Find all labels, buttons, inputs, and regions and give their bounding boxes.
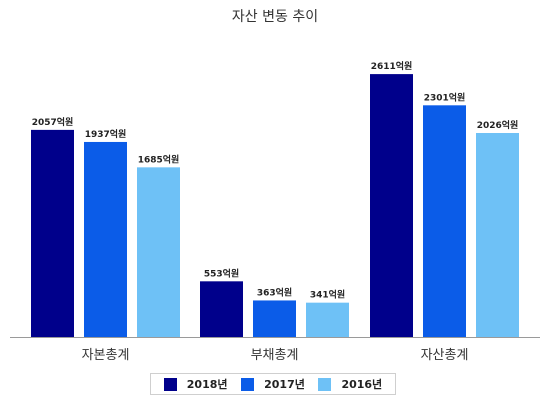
bar-value-label-2-1: 2301억원 [424, 91, 466, 103]
legend-swatch-2017 [241, 377, 255, 391]
chart-title: 자산 변동 추이 [231, 9, 319, 25]
bar-value-label-0-1: 1937억원 [85, 128, 127, 140]
bar-1-2 [306, 302, 349, 337]
bar-2-2 [476, 133, 519, 337]
category-label-0: 자본총계 [82, 348, 130, 363]
legend-swatch-2018 [163, 377, 177, 391]
bar-1-0 [200, 281, 243, 337]
bar-0-2 [137, 167, 180, 337]
category-label-1: 부채총계 [251, 348, 299, 363]
bar-2-1 [423, 105, 466, 337]
legend-label-2018: 2018년 [186, 378, 228, 391]
legend-item-2017: 2017년 [241, 376, 305, 392]
bar-value-label-2-2: 2026억원 [477, 119, 519, 131]
bar-value-label-2-0: 2611억원 [371, 60, 413, 72]
bar-value-label-0-2: 1685억원 [138, 153, 180, 165]
legend-label-2017: 2017년 [264, 378, 305, 391]
bar-value-label-1-2: 341억원 [310, 289, 345, 301]
bar-0-1 [84, 141, 127, 337]
legend-item-2018: 2018년 [163, 376, 228, 392]
legend-item-2016: 2016년 [318, 376, 382, 392]
bar-value-label-1-1: 363억원 [257, 286, 292, 298]
bar-1-1 [253, 300, 296, 337]
bar-value-label-1-0: 553억원 [204, 267, 239, 279]
category-label-2: 자산총계 [421, 348, 469, 363]
bar-2-0 [370, 74, 413, 338]
bar-0-0 [31, 129, 74, 337]
legend: 2018년 2017년 2016년 [150, 373, 396, 395]
legend-label-2016: 2016년 [341, 378, 383, 391]
bar-value-label-0-0: 2057억원 [32, 116, 74, 128]
legend-swatch-2016 [318, 377, 332, 391]
